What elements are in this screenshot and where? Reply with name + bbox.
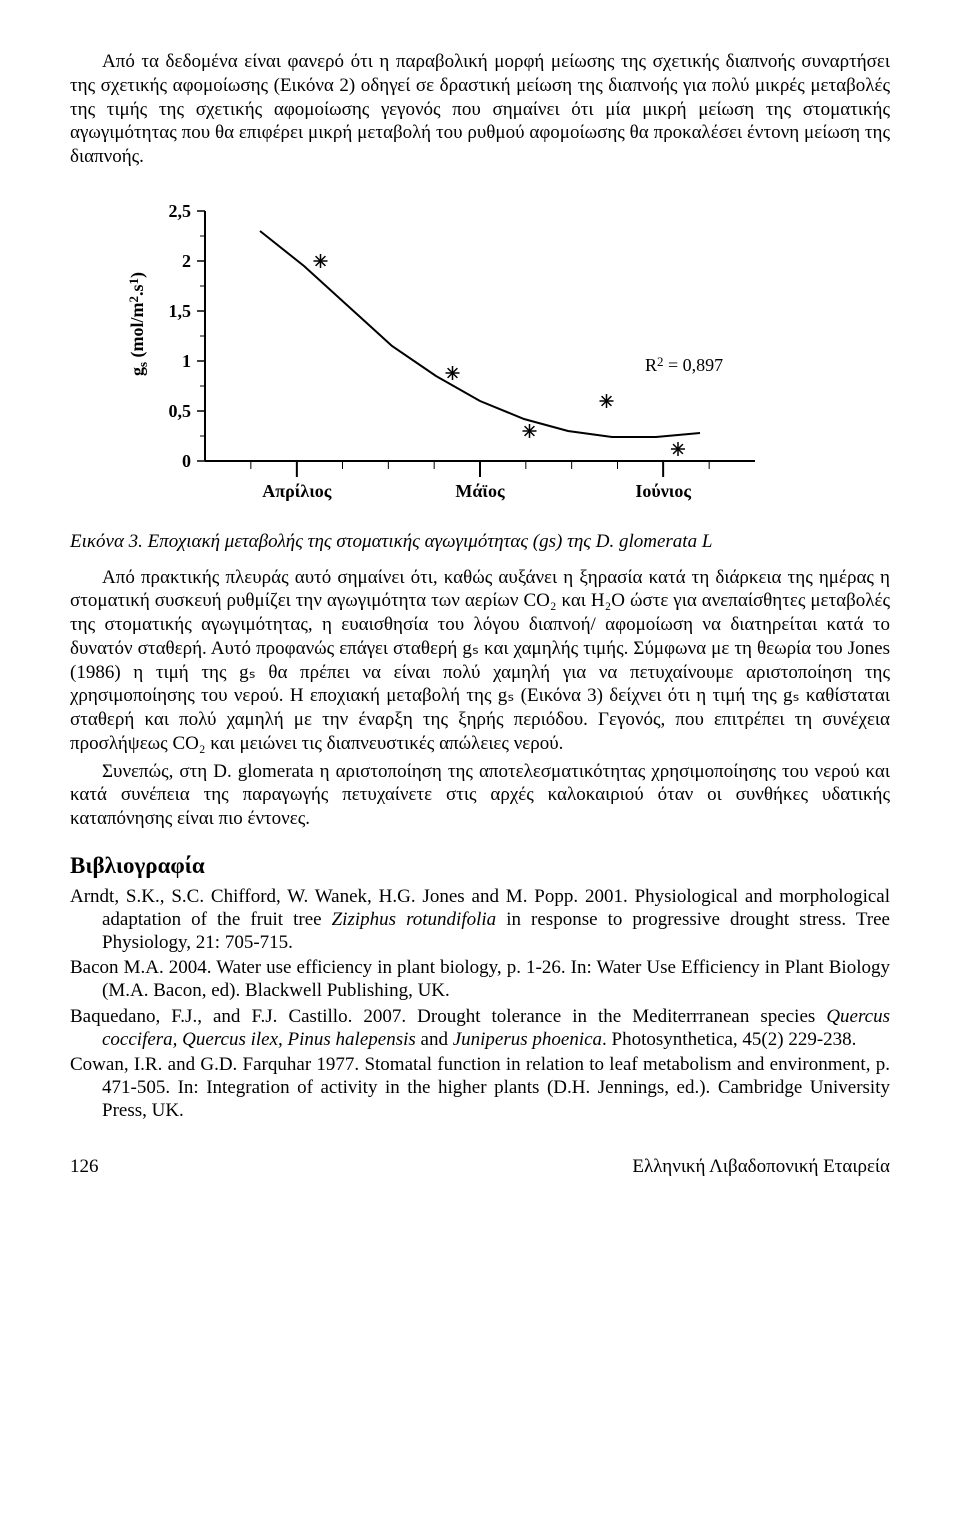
svg-text:0: 0: [182, 451, 191, 471]
paragraph-3: Συνεπώς, στη D. glomerata η αριστοποίηση…: [70, 760, 890, 831]
ref3-text-b: . Photosynthetica, 45(2) 229-238.: [602, 1029, 856, 1050]
svg-text:gs (mol/m2.s1): gs (mol/m2.s1): [126, 272, 150, 376]
bibliography-heading: Βιβλιογραφία: [70, 853, 890, 879]
ref3-text-m: and: [416, 1029, 453, 1050]
svg-text:Μάϊος: Μάϊος: [455, 481, 505, 501]
reference-2: Bacon M.A. 2004. Water use efficiency in…: [70, 956, 890, 1002]
figure-3-caption: Εικόνα 3. Εποχιακή μεταβολής της στοματι…: [70, 530, 890, 554]
svg-text:1,5: 1,5: [169, 301, 192, 321]
reference-1: Arndt, S.K., S.C. Chifford, W. Wanek, H.…: [70, 885, 890, 955]
reference-4: Cowan, I.R. and G.D. Farquhar 1977. Stom…: [70, 1053, 890, 1123]
svg-text:2: 2: [182, 251, 191, 271]
svg-text:Ιούνιος: Ιούνιος: [635, 481, 691, 501]
paragraph-2: Από πρακτικής πλευράς αυτό σημαίνει ότι,…: [70, 566, 890, 756]
svg-text:0,5: 0,5: [169, 401, 192, 421]
ref1-italic: Ziziphus rotundifolia: [332, 909, 497, 930]
paragraph-1: Από τα δεδομένα είναι φανερό ότι η παραβ…: [70, 50, 890, 169]
svg-text:2,5: 2,5: [169, 201, 192, 221]
svg-text:1: 1: [182, 351, 191, 371]
figure-3-chart: 0 0,5 1 1,5 2 2,5 Απρίλιος Μάϊος Ιούνιος gs (mol/…: [100, 191, 890, 516]
ref3-text-a: Baquedano, F.J., and F.J. Castillo. 2007…: [70, 1006, 826, 1027]
ref3-italic-2: Juniperus phoenica: [453, 1029, 602, 1050]
reference-3: Baquedano, F.J., and F.J. Castillo. 2007…: [70, 1005, 890, 1051]
page-number: 126: [70, 1156, 99, 1178]
svg-text:Απρίλιος: Απρίλιος: [262, 481, 331, 501]
footer-source: Ελληνική Λιβαδοπονική Εταιρεία: [632, 1156, 890, 1178]
svg-text:R2 = 0,897: R2 = 0,897: [645, 354, 723, 375]
